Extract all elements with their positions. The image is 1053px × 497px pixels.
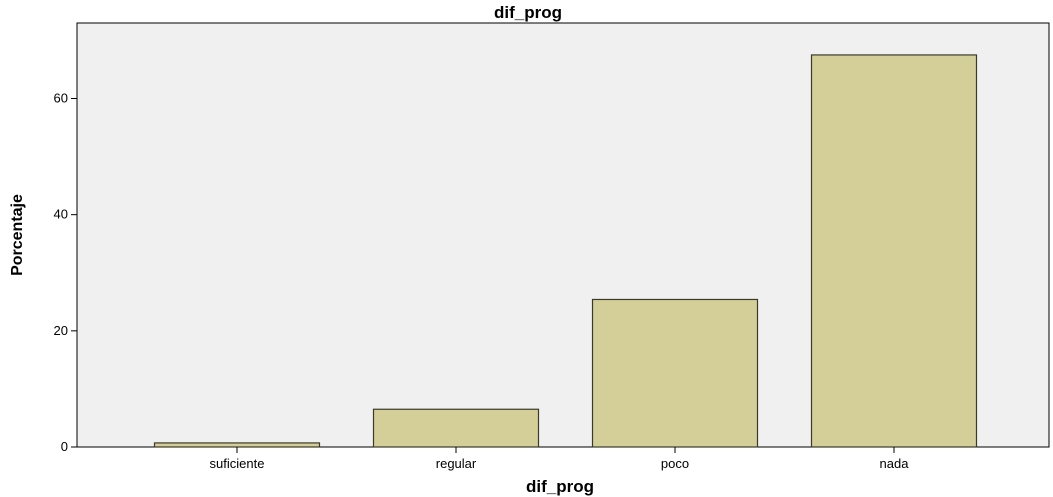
- y-tick-label: 40: [54, 207, 68, 222]
- x-tick-label-regular: regular: [436, 456, 477, 471]
- x-axis-ticks: suficiente regular poco nada: [210, 447, 910, 471]
- x-axis-label: dif_prog: [526, 477, 594, 496]
- y-axis-label: Porcentaje: [9, 194, 26, 276]
- bar-poco: [591, 298, 759, 448]
- y-tick-label: 0: [61, 439, 68, 454]
- bar-regular: [372, 408, 540, 448]
- bar-nada: [810, 54, 978, 448]
- x-tick-label-poco: poco: [661, 456, 689, 471]
- y-tick-label: 20: [54, 323, 68, 338]
- y-tick-label: 60: [54, 91, 68, 106]
- x-tick-label-suficiente: suficiente: [210, 456, 265, 471]
- x-tick-label-nada: nada: [880, 456, 910, 471]
- bar-suficiente: [153, 442, 321, 448]
- y-axis-ticks: 0 20 40 60: [54, 91, 77, 454]
- chart-title: dif_prog: [494, 3, 562, 22]
